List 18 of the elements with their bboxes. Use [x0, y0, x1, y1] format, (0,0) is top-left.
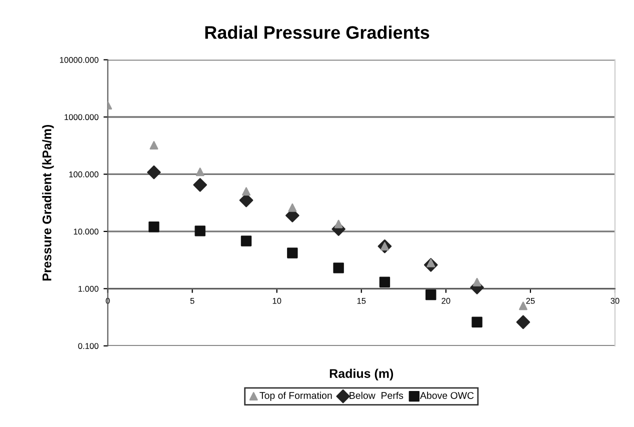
- x-tick-label: 10: [272, 298, 282, 304]
- y-tick-label: 1.000: [78, 286, 98, 292]
- x-tick-label: 25: [526, 298, 535, 304]
- y-axis-title: Pressure Gradient (kPa/m): [42, 124, 54, 280]
- x-tick-label: 15: [357, 298, 366, 304]
- x-tick-label: 20: [442, 298, 450, 304]
- legend-label: Top of Formation: [260, 392, 332, 401]
- x-tick-label: 30: [610, 298, 620, 304]
- y-tick-label: 100.000: [69, 171, 98, 178]
- y-tick-label: 1000.000: [64, 114, 98, 120]
- x-axis-title: Radius (m): [330, 368, 394, 380]
- legend-label: Above OWC: [420, 392, 474, 399]
- y-tick-label: 10000.000: [60, 56, 98, 63]
- y-tick-label: 10.000: [74, 228, 98, 235]
- chart-title: Radial Pressure Gradients: [205, 26, 430, 39]
- x-tick-label: 5: [190, 298, 194, 304]
- legend-label: Below Perfs: [350, 392, 404, 399]
- y-tick-label: 0.100: [78, 343, 98, 349]
